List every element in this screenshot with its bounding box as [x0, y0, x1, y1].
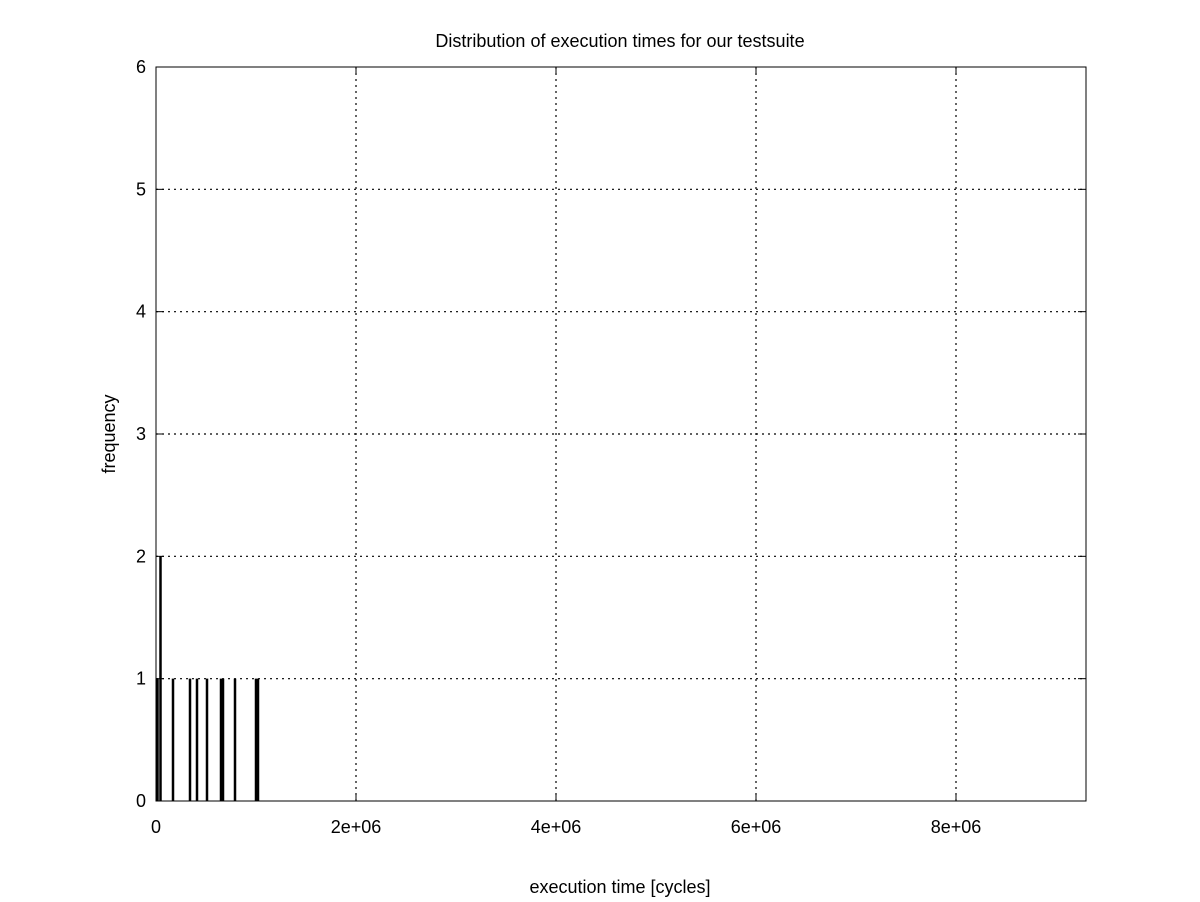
- x-tick-label: 4e+06: [531, 817, 582, 837]
- x-tick-label: 8e+06: [931, 817, 982, 837]
- y-tick-label: 3: [136, 424, 146, 444]
- y-tick-label: 6: [136, 57, 146, 77]
- y-tick-label: 2: [136, 546, 146, 566]
- x-tick-label: 6e+06: [731, 817, 782, 837]
- chart-title: Distribution of execution times for our …: [435, 31, 804, 51]
- x-axis-label: execution time [cycles]: [529, 877, 710, 897]
- y-tick-labels: 0 1 2 3 4 5 6: [136, 57, 146, 811]
- x-tick-labels: 0 2e+06 4e+06 6e+06 8e+06: [151, 817, 981, 837]
- x-tick-label: 2e+06: [331, 817, 382, 837]
- y-tick-label: 0: [136, 791, 146, 811]
- y-tick-label: 5: [136, 179, 146, 199]
- y-tick-label: 1: [136, 669, 146, 689]
- y-axis-label: frequency: [99, 394, 119, 473]
- x-tick-label: 0: [151, 817, 161, 837]
- y-tick-label: 4: [136, 302, 146, 322]
- grid-lines: [156, 67, 1086, 801]
- tick-marks: [155, 66, 1086, 802]
